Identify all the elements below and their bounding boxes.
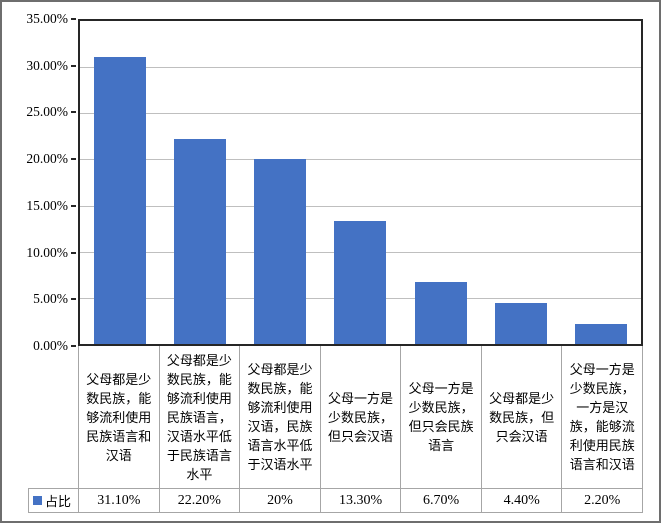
value-cell: 31.10%: [79, 489, 160, 512]
y-axis-tick-mark: [71, 204, 76, 207]
y-axis-tick-mark: [71, 111, 76, 114]
value-cell: 20%: [240, 489, 321, 512]
bar: [94, 57, 147, 344]
y-axis-tick-label: 5.00%: [33, 291, 68, 307]
bar-column: [80, 21, 160, 344]
bar: [574, 323, 627, 344]
gridline: [80, 67, 641, 69]
y-axis-tick-mark: [71, 18, 76, 20]
value-cell: 22.20%: [160, 489, 241, 512]
bar: [494, 303, 547, 344]
category-cell: 父母一方是少数民族，但只会民族语言: [401, 346, 482, 488]
y-axis-tick-label: 0.00%: [33, 338, 68, 353]
bar-column: [401, 21, 481, 344]
category-cell: 父母都是少数民族，能够流利使用汉语，民族语言水平低于汉语水平: [240, 346, 321, 488]
y-axis-tick-mark: [71, 251, 76, 254]
category-cell: 父母一方是少数民族，一方是汉族，能够流利使用民族语言和汉语: [569, 362, 635, 472]
y-axis-tick-label: 10.00%: [26, 244, 68, 260]
bar: [414, 282, 467, 344]
y-axis-tick-mark: [71, 64, 76, 67]
value-row: 占比 31.10% 22.20% 20% 13.30% 6.70% 4.40% 2.20%: [28, 488, 643, 513]
legend-key: 占比: [29, 489, 79, 512]
y-axis-tick-mark: [71, 158, 76, 161]
y-axis-tick-label: 35.00%: [26, 11, 68, 26]
y-axis-tick-label: 20.00%: [26, 151, 68, 167]
y-axis: 35.00% 30.00% 25.00% 20.00% 15.00% 10.00% 5.00…: [4, 11, 76, 353]
plot-area: [78, 19, 643, 346]
bars-container: [80, 21, 641, 344]
bar-column: [160, 21, 240, 344]
bar-column: [561, 21, 641, 344]
value-cell: 4.40%: [482, 489, 563, 512]
bar: [174, 139, 227, 344]
gridline: [80, 113, 641, 115]
bar-column: [481, 21, 561, 344]
gridline: [80, 159, 641, 161]
y-axis-tick-label: 25.00%: [26, 104, 68, 120]
y-axis-tick-mark: [71, 298, 76, 301]
gridline: [80, 205, 641, 207]
bar-column: [320, 21, 400, 344]
category-cell: 父母都是少数民族，能够流利使用民族语言，汉语水平低于民族语言水平: [160, 346, 241, 488]
category-label-row: 父母都是少数民族，能够流利使用民族语言和汉语 父母都是少数民族，能够流利使用民族语…: [78, 346, 643, 488]
bar: [254, 159, 307, 344]
y-axis-tick-label: 30.00%: [26, 57, 68, 73]
value-cell: 2.20%: [584, 492, 621, 508]
category-cell: 父母都是少数民族，但只会汉语: [482, 346, 563, 488]
y-axis-tick-label: 15.00%: [26, 197, 68, 213]
bar: [334, 221, 387, 344]
value-cell: 13.30%: [321, 489, 402, 512]
y-axis-tick-mark: [71, 345, 76, 347]
bar-column: [240, 21, 320, 344]
legend-square-icon: [33, 496, 42, 505]
value-cell: 6.70%: [401, 489, 482, 512]
category-cell: 父母一方是少数民族，但只会汉语: [321, 346, 402, 488]
legend-label: 占比: [45, 494, 72, 509]
category-cell: 父母都是少数民族，能够流利使用民族语言和汉语: [79, 346, 160, 488]
